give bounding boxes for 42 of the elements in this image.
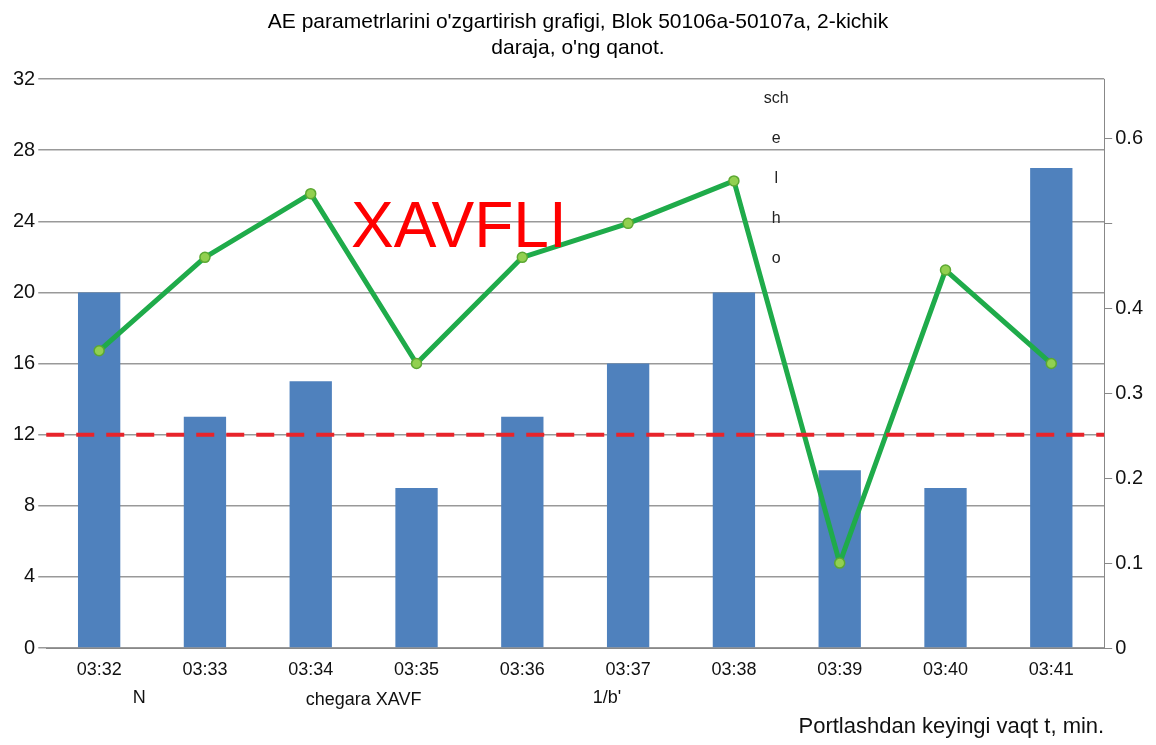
text: chegara XAVF xyxy=(305,688,422,709)
y-tick-label: 4 xyxy=(24,564,36,587)
y-tick-label: 20 xyxy=(13,279,36,302)
x-tick-label: 03:36 xyxy=(499,658,545,679)
bar xyxy=(289,381,332,648)
x-tick-label: 03:38 xyxy=(711,658,757,679)
y2-tick-label: 0 xyxy=(1115,635,1127,658)
x-tick-label: 03:40 xyxy=(922,658,969,679)
x-tick-label: 03:39 xyxy=(817,658,863,679)
bar xyxy=(395,487,438,648)
y2-tick-label: 0.1 xyxy=(1115,550,1144,573)
bar xyxy=(818,470,861,648)
bar xyxy=(1030,167,1073,648)
y2-tick-label: 0.4 xyxy=(1115,295,1144,318)
x-tick-label: 03:32 xyxy=(76,658,122,679)
x-tick-label: 03:33 xyxy=(182,658,228,679)
bar xyxy=(183,416,227,648)
bar xyxy=(77,292,121,648)
bar xyxy=(924,487,967,648)
text: sch e l h o xyxy=(763,89,789,267)
y2-tick-label: 0.3 xyxy=(1115,380,1144,403)
bar xyxy=(712,292,756,648)
chart-title: AE parametrlarini o'zgartirish grafigi, Blok 50106a-50107a, 2-kichik daraja, o'ng qanot. xyxy=(266,8,890,60)
y-tick-label: 12 xyxy=(13,422,36,445)
y-tick-label: 32 xyxy=(13,66,36,89)
x-tick-label: 03:35 xyxy=(394,658,440,679)
y-tick-label: 16 xyxy=(13,351,36,374)
annotation: XAVFLI xyxy=(350,188,567,261)
x-axis-title: Portlashdan keyingi vaqt t, min. xyxy=(798,712,1105,738)
y2-tick-label: 0.2 xyxy=(1115,465,1144,488)
text: 1/b' xyxy=(592,686,622,707)
y2-tick-label: 0.6 xyxy=(1115,125,1144,148)
bar xyxy=(606,363,650,648)
y-tick-label: 24 xyxy=(13,208,36,231)
x-tick-label: 03:37 xyxy=(605,658,651,679)
text: N xyxy=(132,686,146,707)
x-tick-label: 03:41 xyxy=(1028,658,1074,679)
y-tick-label: 28 xyxy=(13,137,36,160)
x-tick-label: 03:34 xyxy=(288,658,334,679)
y-tick-label: 8 xyxy=(24,493,36,516)
y-tick-label: 0 xyxy=(24,635,36,658)
bar xyxy=(501,416,544,648)
